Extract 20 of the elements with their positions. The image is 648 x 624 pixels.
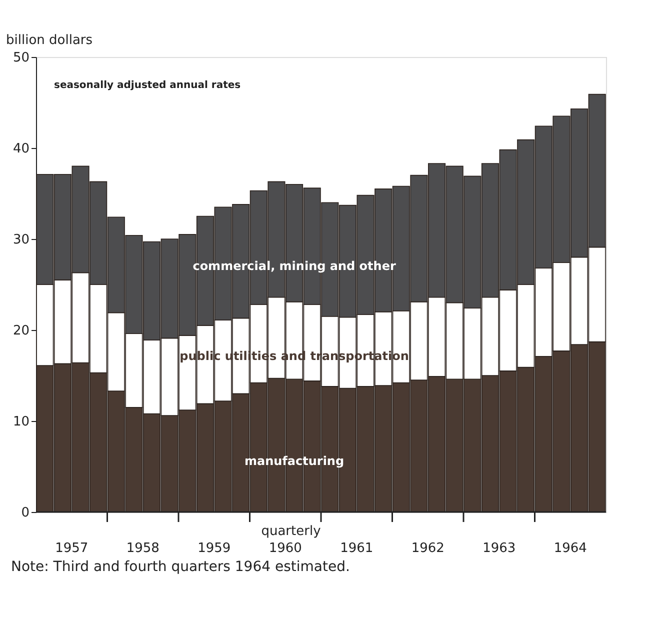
x-axis-title: quarterly [261,524,322,539]
x-tick-label: 1957 [55,541,88,556]
y-axis-title: billion dollars [6,33,93,48]
y-tick-label: 0 [21,506,30,520]
y-tick-label: 20 [12,324,30,338]
series-label: commercial, mining and other [192,258,396,273]
x-tick-label: 1958 [126,541,160,556]
y-tick-label: 50 [12,50,30,66]
x-tick-label: 1961 [340,541,374,556]
x-tick-label: 1960 [268,541,302,556]
y-tick-label: 30 [12,232,30,248]
y-tick-label: 40 [12,142,30,156]
text: Note: Third and fourth quarters 1964 estimated. [11,559,350,575]
x-tick-label: 1962 [411,541,444,556]
annotation: seasonally adjusted annual rates [54,80,241,91]
x-tick-label: 1959 [198,541,231,556]
y-tick-label: 10 [12,414,30,430]
series-label: manufacturing [244,454,344,468]
x-tick-label: 1963 [482,541,516,556]
x-tick-label: 1964 [554,541,587,556]
